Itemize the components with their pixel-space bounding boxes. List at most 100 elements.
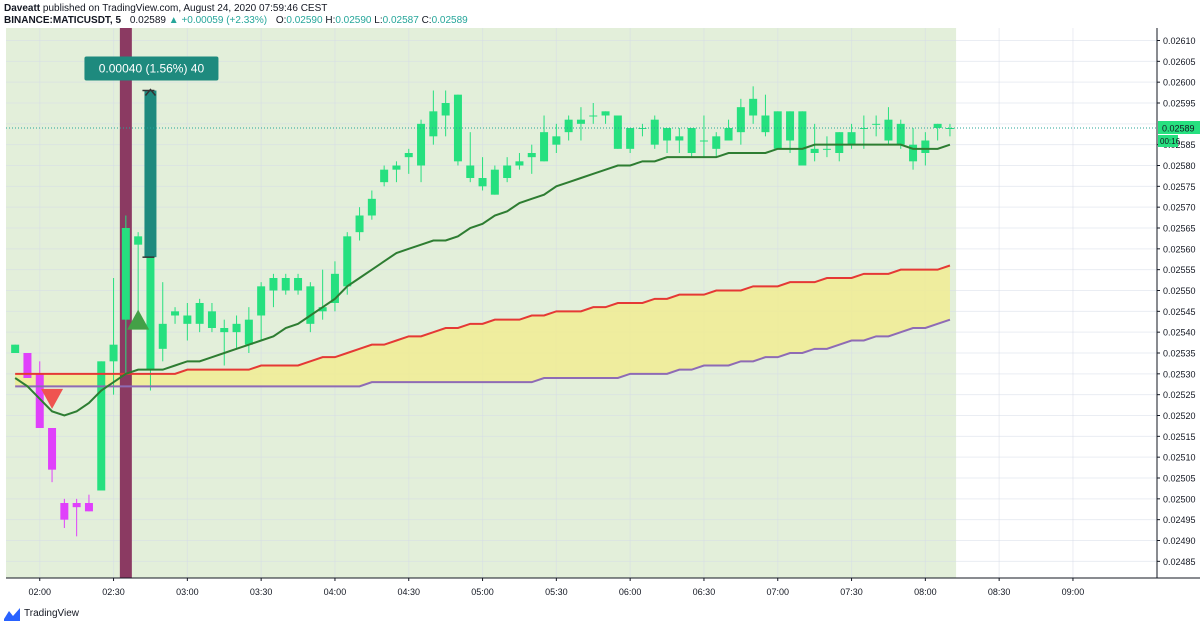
x-tick-label: 08:00 bbox=[914, 587, 937, 597]
candle-body[interactable] bbox=[281, 278, 290, 291]
candle-body[interactable] bbox=[749, 98, 758, 116]
candle-body[interactable] bbox=[859, 128, 868, 129]
candle-body[interactable] bbox=[35, 373, 44, 428]
x-tick-label: 05:00 bbox=[471, 587, 494, 597]
y-tick-label: 0.02580 bbox=[1163, 161, 1196, 171]
candle-body[interactable] bbox=[945, 128, 954, 129]
candle-body[interactable] bbox=[699, 140, 708, 142]
x-tick-label: 02:00 bbox=[28, 587, 51, 597]
tradingview-logo-icon[interactable] bbox=[4, 607, 20, 621]
candle-body[interactable] bbox=[650, 119, 659, 145]
candle-body[interactable] bbox=[663, 128, 672, 141]
candle-body[interactable] bbox=[724, 128, 733, 141]
candle-body[interactable] bbox=[195, 303, 204, 324]
candle-body[interactable] bbox=[896, 123, 905, 145]
candle-body[interactable] bbox=[736, 107, 745, 133]
candle-body[interactable] bbox=[786, 111, 795, 141]
candle-body[interactable] bbox=[515, 161, 524, 166]
candle-body[interactable] bbox=[306, 286, 315, 324]
candle-body[interactable] bbox=[503, 165, 512, 179]
candle-body[interactable] bbox=[367, 198, 376, 216]
candle-body[interactable] bbox=[564, 119, 573, 133]
candle-body[interactable] bbox=[429, 111, 438, 137]
x-tick-label: 07:00 bbox=[766, 587, 789, 597]
last-price-badge bbox=[1158, 121, 1200, 134]
candlestick-chart[interactable]: 0.00040 (1.56%) 40 0.02610 0.02605 0.02600… bbox=[0, 28, 1200, 604]
candle-body[interactable] bbox=[330, 273, 339, 303]
candle-body[interactable] bbox=[269, 278, 278, 291]
candle-body[interactable] bbox=[761, 115, 770, 133]
candle-body[interactable] bbox=[220, 328, 229, 333]
candle-body[interactable] bbox=[626, 128, 635, 149]
candle-body[interactable] bbox=[601, 111, 610, 116]
candle-body[interactable] bbox=[835, 132, 844, 153]
candle-body[interactable] bbox=[687, 128, 696, 153]
candle-body[interactable] bbox=[847, 132, 856, 145]
y-tick-label: 0.02565 bbox=[1163, 224, 1196, 234]
x-tick-label: 04:30 bbox=[397, 587, 420, 597]
y-tick-label: 0.02575 bbox=[1163, 182, 1196, 192]
candle-body[interactable] bbox=[244, 319, 253, 345]
candle-body[interactable] bbox=[933, 123, 942, 128]
trade-arrow-icon bbox=[144, 88, 157, 96]
candle-body[interactable] bbox=[417, 123, 426, 166]
candle-body[interactable] bbox=[121, 228, 130, 320]
x-tick-label: 09:00 bbox=[1062, 587, 1085, 597]
author-name[interactable]: Daveatt bbox=[4, 3, 41, 14]
candle-body[interactable] bbox=[72, 503, 81, 508]
sell-signal-icon[interactable] bbox=[41, 388, 64, 409]
candle-body[interactable] bbox=[343, 236, 352, 287]
y-tick-label: 0.02550 bbox=[1163, 286, 1196, 296]
candle-body[interactable] bbox=[552, 136, 561, 145]
candle-body[interactable] bbox=[872, 123, 881, 125]
countdown-label: 00:16 bbox=[1160, 137, 1181, 146]
candle-body[interactable] bbox=[109, 344, 118, 362]
candle-body[interactable] bbox=[884, 119, 893, 141]
candle-body[interactable] bbox=[171, 311, 180, 316]
brand-label[interactable]: TradingView bbox=[24, 608, 80, 619]
candle-body[interactable] bbox=[183, 315, 192, 324]
candle-body[interactable] bbox=[466, 165, 475, 179]
candle-body[interactable] bbox=[404, 153, 413, 158]
candle-body[interactable] bbox=[257, 286, 266, 316]
candle-body[interactable] bbox=[810, 148, 819, 153]
candle-body[interactable] bbox=[613, 115, 622, 149]
candle-body[interactable] bbox=[23, 353, 32, 378]
x-tick-label: 03:30 bbox=[250, 587, 273, 597]
candle-body[interactable] bbox=[712, 136, 721, 149]
candle-body[interactable] bbox=[207, 311, 216, 328]
candle-body[interactable] bbox=[441, 103, 450, 116]
candle-body[interactable] bbox=[453, 94, 462, 162]
candle-body[interactable] bbox=[11, 344, 20, 353]
candle-body[interactable] bbox=[232, 323, 241, 333]
candle-body[interactable] bbox=[318, 307, 327, 312]
candle-body[interactable] bbox=[909, 144, 918, 162]
candle-body[interactable] bbox=[380, 169, 389, 183]
candle-body[interactable] bbox=[675, 136, 684, 141]
candle-body[interactable] bbox=[540, 132, 549, 162]
x-tick-label: 06:30 bbox=[693, 587, 716, 597]
buy-signal-icon[interactable] bbox=[127, 309, 150, 330]
candle-body[interactable] bbox=[294, 278, 303, 291]
candle-body[interactable] bbox=[478, 178, 487, 187]
candle-body[interactable] bbox=[355, 215, 364, 233]
candle-body[interactable] bbox=[134, 236, 143, 245]
candle-body[interactable] bbox=[490, 169, 499, 195]
candle-body[interactable] bbox=[84, 503, 93, 512]
symbol-label[interactable]: BINANCE:MATICUSDT, 5 bbox=[4, 15, 122, 26]
candle-body[interactable] bbox=[146, 253, 155, 370]
candle-body[interactable] bbox=[576, 119, 585, 124]
candle-body[interactable] bbox=[822, 148, 831, 150]
candle-body[interactable] bbox=[60, 503, 69, 520]
trade-range-box bbox=[144, 90, 157, 258]
candle-body[interactable] bbox=[773, 111, 782, 149]
candle-body[interactable] bbox=[392, 165, 401, 170]
candle-body[interactable] bbox=[921, 140, 930, 154]
candle-body[interactable] bbox=[158, 323, 167, 349]
candle-body[interactable] bbox=[798, 111, 807, 166]
candle-body[interactable] bbox=[97, 361, 106, 491]
candle-body[interactable] bbox=[48, 428, 57, 470]
candle-body[interactable] bbox=[527, 153, 536, 158]
candle-body[interactable] bbox=[589, 115, 598, 117]
y-tick-label: 0.02510 bbox=[1163, 453, 1196, 463]
